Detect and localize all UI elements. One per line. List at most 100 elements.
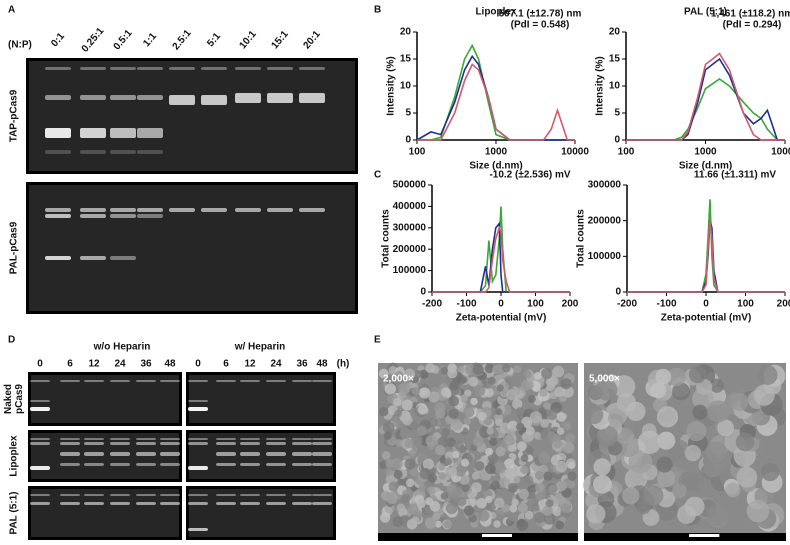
sem-grain <box>393 397 402 407</box>
ratio-label: 5:1 <box>205 31 223 49</box>
sem-grain <box>506 389 518 401</box>
gel-band <box>312 452 332 456</box>
x-tick-label: 10000 <box>771 147 790 158</box>
gel-band <box>45 208 71 212</box>
annotation: 1,461 (±118.2) nm <box>711 9 790 20</box>
gel-inner <box>31 433 179 479</box>
sem-grain <box>399 427 412 440</box>
gel-band <box>136 380 156 382</box>
sem-grain <box>460 458 470 467</box>
sem-grain <box>404 458 416 470</box>
x-tick-label: -100 <box>656 299 676 310</box>
sem-grain <box>533 511 546 524</box>
gel-band <box>240 463 260 466</box>
x-tick-label: 100 <box>527 299 544 310</box>
sem-grain <box>535 482 545 493</box>
sem-grain <box>684 496 705 517</box>
y-tick-label: 0 <box>614 135 620 146</box>
gel-inner <box>29 185 355 311</box>
sem-grain <box>485 463 496 475</box>
gel-band <box>240 452 260 456</box>
gel-band <box>136 438 156 440</box>
gel-band <box>216 442 236 445</box>
sem-grain <box>507 482 518 493</box>
gel-inner <box>31 375 179 423</box>
sem-grain <box>416 425 428 436</box>
sem-grain <box>616 434 640 458</box>
sem-grain <box>437 436 449 448</box>
gel-band <box>84 463 104 466</box>
gel-band <box>136 494 156 496</box>
sem-grain <box>655 368 672 385</box>
time-label: 6 <box>67 359 73 370</box>
sem-grain <box>534 470 544 480</box>
gel-band <box>84 502 104 505</box>
y-axis-label: Total counts <box>576 209 587 268</box>
gel-band <box>188 400 208 402</box>
series-line <box>626 57 785 141</box>
x-axis-label: Size (d.nm) <box>469 161 522 172</box>
gel-band <box>240 502 260 505</box>
gel-band <box>45 95 71 100</box>
sem-grain <box>525 426 535 436</box>
sem-grain <box>509 504 518 513</box>
gel-band <box>188 494 208 496</box>
gel-band <box>60 442 80 445</box>
sem-grain <box>413 370 423 379</box>
sem-grain <box>523 369 532 379</box>
sem-grain <box>499 476 511 488</box>
sem-grain <box>707 400 730 423</box>
sem-grain <box>502 364 511 373</box>
sem-grain <box>502 433 515 446</box>
gel-row-label: Lipoplex <box>9 435 20 477</box>
sem-grain <box>448 467 458 477</box>
gel-band <box>160 442 180 445</box>
gel-band <box>216 380 236 382</box>
series-line <box>432 225 570 293</box>
y-tick-label: 300000 <box>393 222 427 233</box>
sem-grain <box>472 363 484 375</box>
sem-grain <box>418 387 431 399</box>
y-tick-label: 15 <box>609 54 621 65</box>
sem-grain <box>656 406 679 428</box>
sem-grain <box>382 421 395 434</box>
gel-row-label: pCas9 <box>14 384 25 414</box>
y-tick-label: 100000 <box>588 251 622 262</box>
y-tick-label: 500000 <box>393 180 427 191</box>
sem-grain <box>448 408 459 419</box>
sem-grain <box>410 516 420 526</box>
sem-grain <box>489 437 498 446</box>
gel-band <box>188 442 208 445</box>
sem-grain <box>725 482 741 498</box>
sem-grain <box>471 482 482 493</box>
gel-band <box>240 442 260 445</box>
sem-grain <box>736 466 758 488</box>
gel-band <box>188 502 208 505</box>
sem-grain <box>667 367 686 387</box>
sem-grain <box>493 520 501 528</box>
sem-grain <box>393 469 403 480</box>
gel-band <box>137 95 163 100</box>
sem-grain <box>485 447 494 456</box>
sem-grain <box>444 457 453 465</box>
sem-grain <box>487 376 496 385</box>
series-line <box>417 63 575 141</box>
sem-grain <box>438 471 447 480</box>
gel-band <box>292 502 312 505</box>
sem-grain <box>411 386 421 396</box>
sem-grain <box>686 420 707 442</box>
gel-band <box>312 438 332 440</box>
gel-band <box>216 494 236 496</box>
gel-band <box>137 150 163 154</box>
gel-band <box>216 452 236 456</box>
gel-band <box>137 214 163 218</box>
sem-grain <box>527 484 537 494</box>
time-label: 0 <box>37 359 43 370</box>
x-tick-label: 1000 <box>485 147 508 158</box>
gel-band <box>235 93 261 103</box>
magnification-label: 2,000× <box>383 374 414 385</box>
gel-band <box>312 502 332 505</box>
sem-grain <box>448 395 460 407</box>
annotation: (PdI = 0.294) <box>723 20 782 31</box>
sem-grain <box>478 510 490 522</box>
